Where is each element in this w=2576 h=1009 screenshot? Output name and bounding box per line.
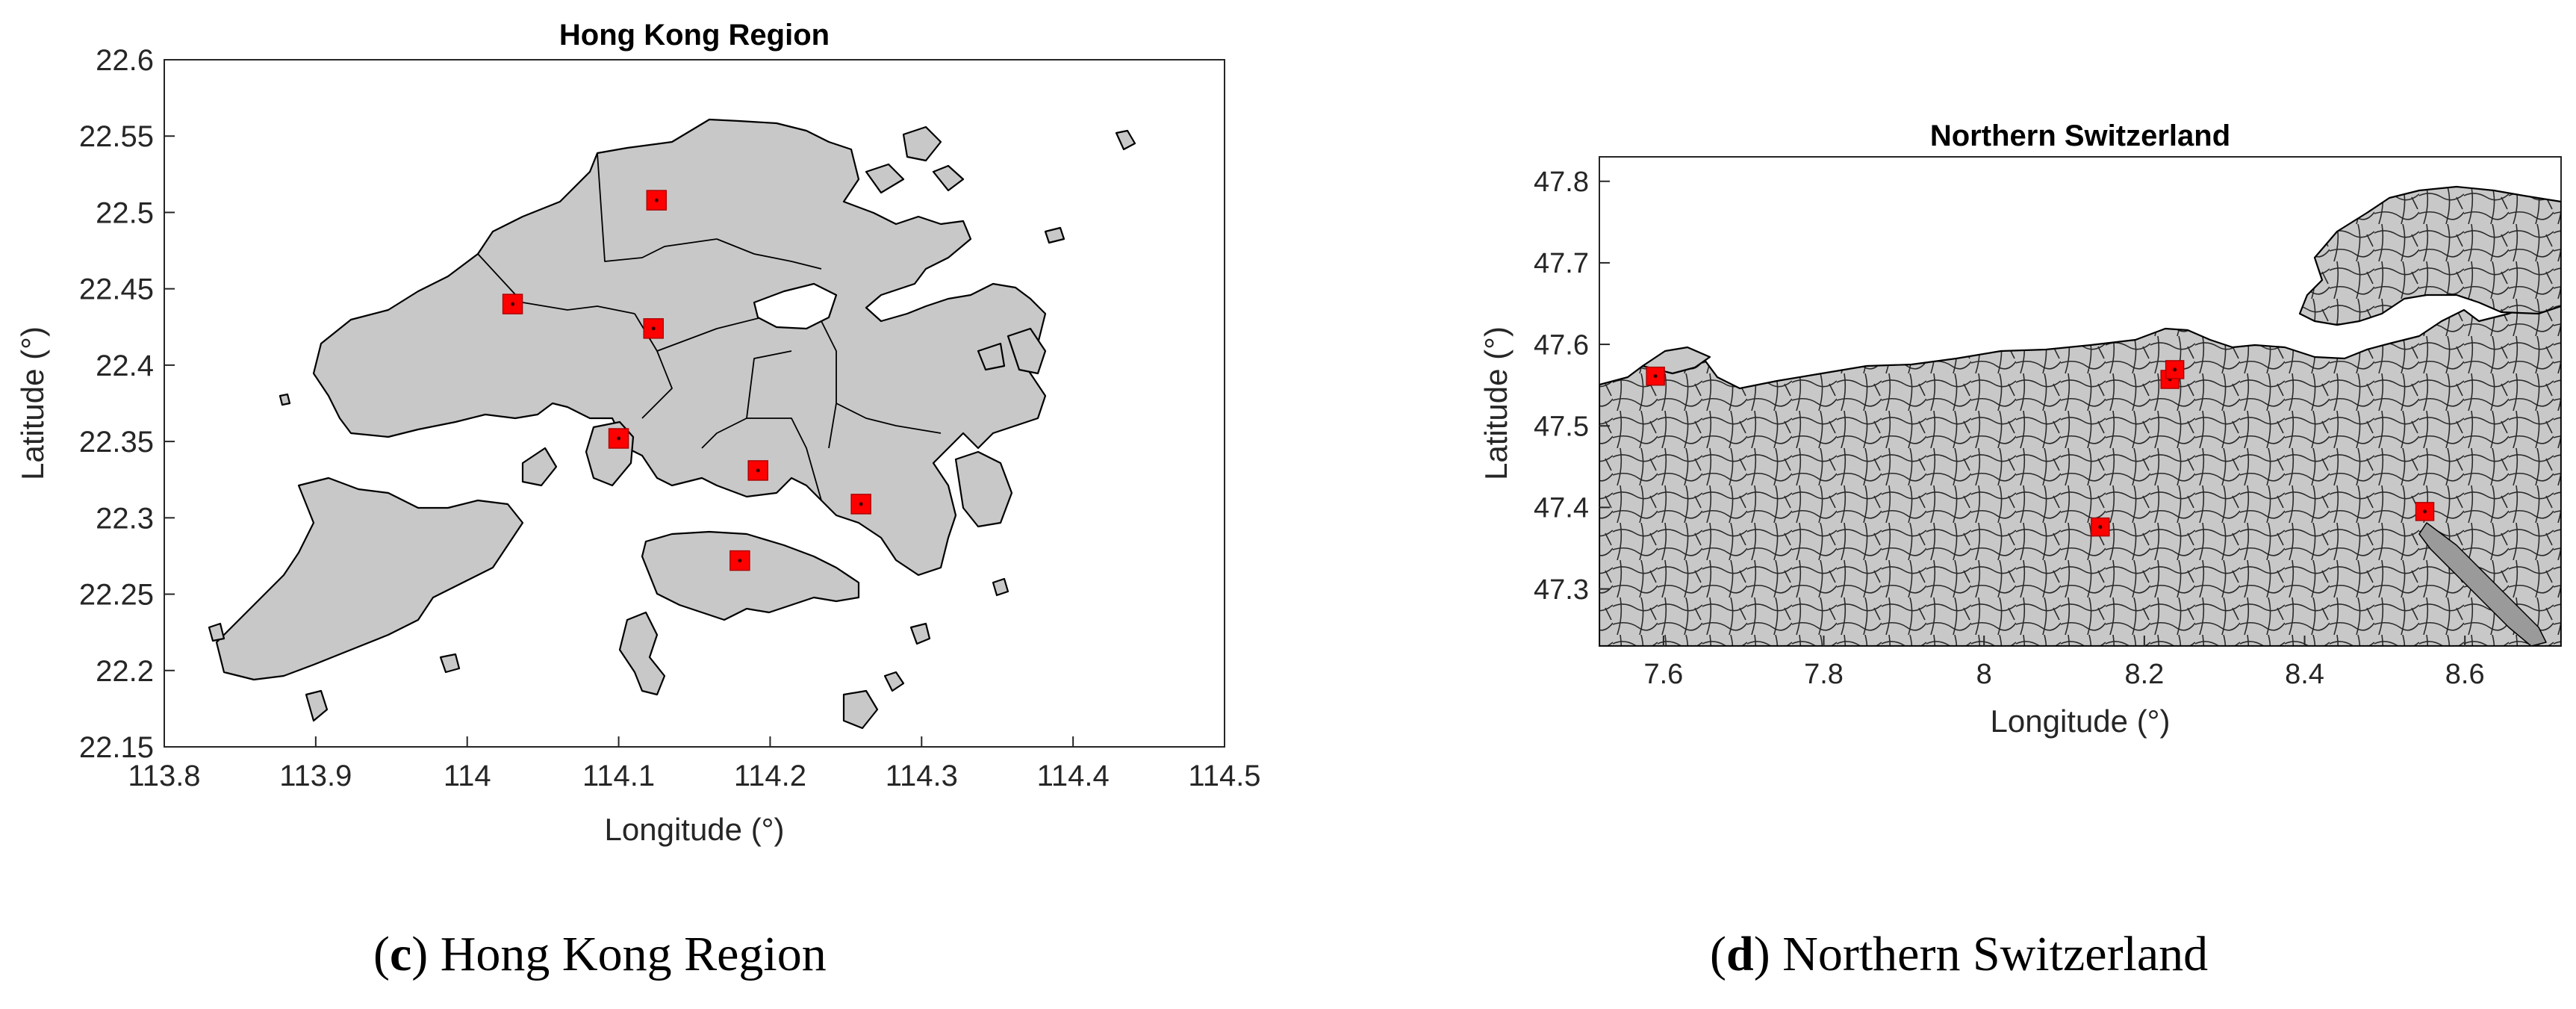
y-tick-label: 22.35 <box>79 426 154 459</box>
x-axis-label: Longitude (°) <box>605 812 785 847</box>
caption-letter: d <box>1726 927 1754 981</box>
hong-kong-land <box>208 118 1136 730</box>
lake-zurich <box>2418 522 2547 646</box>
y-tick-label: 47.7 <box>1534 248 1589 279</box>
x-tick-label: 114.3 <box>886 760 958 792</box>
x-axis-ticks: 113.8 113.9 114 114.1 114.2 114.3 114.4 114.5 <box>128 736 1261 792</box>
station-marker-center <box>617 436 621 441</box>
y-tick-label: 22.5 <box>96 196 154 229</box>
station-marker-center <box>859 502 863 506</box>
x-tick-label: 7.6 <box>1643 659 1683 690</box>
chart-title: Northern Switzerland <box>1930 119 2230 152</box>
x-tick-label: 8.6 <box>2445 659 2485 690</box>
station-marker-center <box>756 468 760 473</box>
station-marker-center <box>1653 374 1658 379</box>
y-tick-label: 47.5 <box>1534 412 1589 443</box>
caption-letter: c <box>389 927 412 981</box>
x-tick-label: 7.8 <box>1804 659 1844 690</box>
y-tick-label: 47.8 <box>1534 167 1589 198</box>
y-axis-ticks: 47.3 47.4 47.5 47.6 47.7 47.8 <box>1534 167 1610 606</box>
switzerland-land <box>1599 185 2561 646</box>
x-tick-label: 113.8 <box>128 760 200 792</box>
x-tick-label: 8.2 <box>2124 659 2164 690</box>
chart-title: Hong Kong Region <box>559 19 830 52</box>
caption-c: (c) Hong Kong Region <box>373 927 827 981</box>
x-tick-label: 114 <box>444 760 491 792</box>
y-tick-label: 47.6 <box>1534 329 1589 361</box>
switzerland-markers <box>1646 360 2435 537</box>
x-tick-label: 114.1 <box>582 760 655 792</box>
y-tick-label: 22.15 <box>79 731 154 764</box>
y-axis-label: Latitude (°) <box>1478 326 1513 480</box>
switzerland-map-panel: 7.6 7.8 8 8.2 8.4 8.6 47.347.447.547.647.747.… <box>1478 119 2562 739</box>
y-tick-label: 22.4 <box>96 350 154 382</box>
hong-kong-map-panel: 113.8 113.9 114 114.1 114.2 114.3 114.4 114.5 2… <box>15 19 1261 847</box>
x-axis-ticks: 7.6 7.8 8 8.2 8.4 8.6 <box>1643 636 2485 690</box>
y-tick-label: 47.3 <box>1534 574 1589 606</box>
x-tick-label: 114.4 <box>1037 760 1110 792</box>
station-marker-center <box>654 198 659 202</box>
x-tick-label: 114.5 <box>1188 760 1260 792</box>
y-axis-label: Latitude (°) <box>15 326 50 480</box>
x-tick-label: 113.9 <box>279 760 352 792</box>
station-marker-center <box>2098 525 2103 530</box>
station-marker-center <box>511 302 515 306</box>
hong-kong-island <box>641 530 860 621</box>
y-axis-ticks: 22.15 22.2 22.25 22.3 22.35 22.4 22.45 22.5 22.5… <box>79 44 175 764</box>
x-tick-label: 114.2 <box>734 760 806 792</box>
lantau-island <box>215 476 524 681</box>
caption-text: Hong Kong Region <box>440 927 827 981</box>
y-tick-label: 22.55 <box>79 120 154 153</box>
tolo-harbour <box>753 282 838 330</box>
y-tick-label: 22.45 <box>79 273 154 306</box>
northern-region <box>2298 185 2561 326</box>
station-marker-center <box>2423 509 2427 514</box>
station-marker-center <box>2173 367 2177 372</box>
x-tick-label: 8.4 <box>2285 659 2324 690</box>
station-marker <box>747 460 768 481</box>
caption-d: (d) Northern Switzerland <box>1710 927 2209 981</box>
caption-text: Northern Switzerland <box>1782 927 2209 981</box>
hong-kong-markers <box>502 190 871 571</box>
y-tick-label: 22.3 <box>96 502 154 535</box>
municipalities <box>1599 297 2561 646</box>
station-marker-center <box>738 559 742 563</box>
x-tick-label: 8 <box>1976 659 1992 690</box>
y-tick-label: 22.6 <box>96 44 154 77</box>
y-tick-label: 22.25 <box>79 579 154 612</box>
station-marker-center <box>651 326 656 331</box>
y-tick-label: 47.4 <box>1534 493 1589 524</box>
x-axis-label: Longitude (°) <box>1991 704 2171 739</box>
y-tick-label: 22.2 <box>96 655 154 688</box>
